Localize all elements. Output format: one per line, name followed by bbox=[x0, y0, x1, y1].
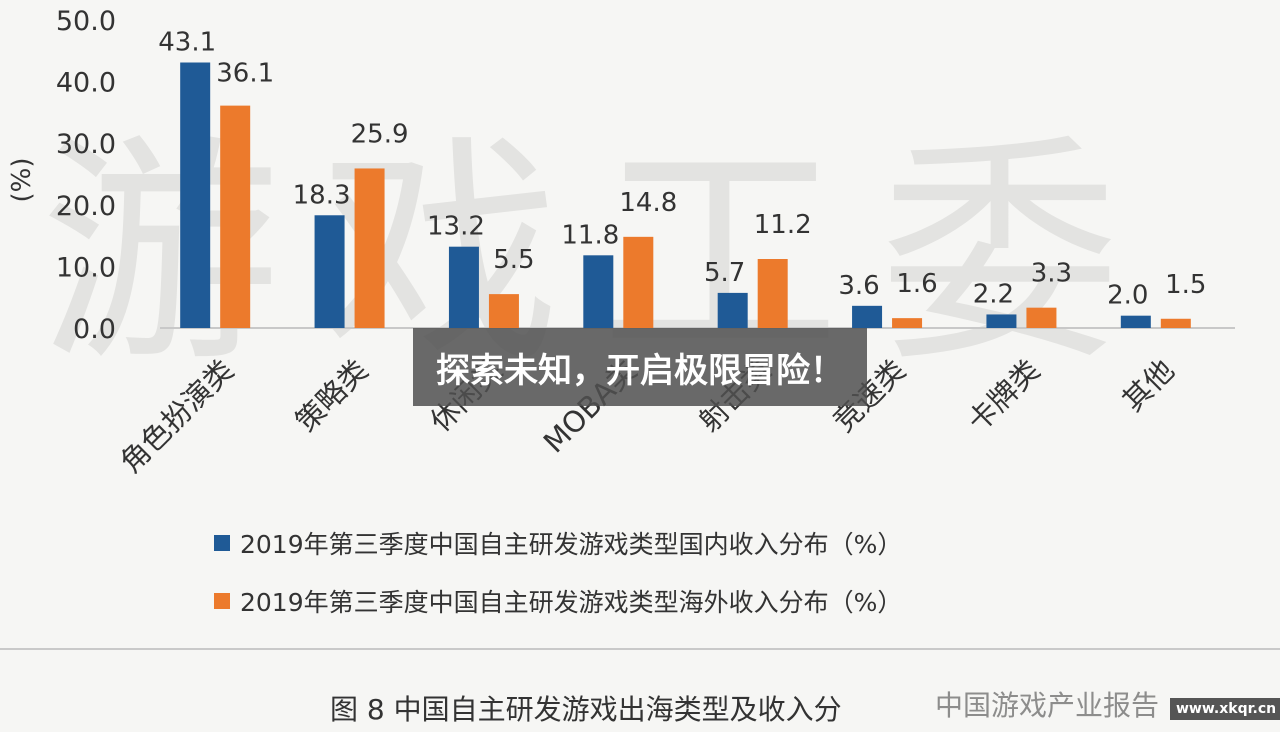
legend-swatch-overseas bbox=[214, 593, 230, 609]
data-label-overseas: 25.9 bbox=[351, 119, 409, 149]
bar-overseas bbox=[488, 294, 519, 328]
bar-overseas bbox=[354, 168, 385, 328]
site-badge[interactable]: www.xkqr.cn bbox=[1170, 698, 1280, 720]
data-label-domestic: 5.7 bbox=[704, 258, 745, 288]
bar-domestic bbox=[986, 314, 1017, 328]
y-axis-label: (%) bbox=[7, 158, 37, 203]
data-label-overseas: 1.6 bbox=[896, 269, 937, 299]
bar-chart: 0.0 10.0 20.0 30.0 40.0 50.0 (%) 43.136.1 角色扮演类 1… bbox=[7, 6, 1235, 480]
bar-domestic bbox=[448, 246, 479, 328]
bar-overseas bbox=[220, 105, 251, 329]
legend-item-overseas: 2019年第三季度中国自主研发游戏类型海外收入分布（%） bbox=[214, 584, 902, 618]
bar-overseas bbox=[623, 236, 654, 328]
bar-domestic bbox=[180, 62, 211, 329]
data-label-domestic: 43.1 bbox=[158, 28, 216, 58]
data-label-overseas: 5.5 bbox=[493, 245, 534, 275]
y-tick-label: 0.0 bbox=[73, 314, 116, 345]
x-tick-label: 策略类 bbox=[289, 353, 375, 439]
legend-swatch-domestic bbox=[214, 535, 230, 551]
data-label-domestic: 11.8 bbox=[561, 220, 619, 250]
bar-overseas bbox=[892, 318, 923, 328]
source-credit: 中国游戏产业报告 bbox=[935, 689, 1160, 722]
divider bbox=[0, 648, 1280, 650]
bar-domestic bbox=[1120, 315, 1151, 328]
bar-domestic bbox=[583, 255, 614, 328]
y-tick-label: 10.0 bbox=[56, 252, 116, 283]
x-tick-label: 卡牌类 bbox=[961, 353, 1047, 439]
figure-caption: 图 8 中国自主研发游戏出海类型及收入分 bbox=[330, 693, 842, 726]
data-label-overseas: 1.5 bbox=[1165, 270, 1206, 300]
y-tick-label: 50.0 bbox=[56, 6, 116, 37]
legend-label-domestic: 2019年第三季度中国自主研发游戏类型国内收入分布（%） bbox=[240, 530, 903, 559]
y-tick-label: 40.0 bbox=[56, 68, 116, 99]
legend-label-overseas: 2019年第三季度中国自主研发游戏类型海外收入分布（%） bbox=[240, 588, 903, 617]
bar-domestic bbox=[314, 215, 345, 328]
data-label-domestic: 2.2 bbox=[973, 279, 1014, 309]
legend-item-domestic: 2019年第三季度中国自主研发游戏类型国内收入分布（%） bbox=[214, 526, 902, 560]
x-tick-label: 角色扮演类 bbox=[114, 353, 241, 480]
data-label-domestic: 2.0 bbox=[1107, 281, 1148, 311]
data-label-overseas: 11.2 bbox=[754, 210, 812, 240]
data-label-overseas: 3.3 bbox=[1031, 259, 1072, 289]
data-label-domestic: 3.6 bbox=[838, 271, 879, 301]
bar-domestic bbox=[717, 292, 748, 328]
data-label-overseas: 36.1 bbox=[216, 59, 274, 89]
data-label-domestic: 13.2 bbox=[427, 212, 485, 242]
bar-overseas bbox=[1026, 307, 1057, 328]
promo-banner[interactable]: 探索未知，开启极限冒险！ bbox=[413, 328, 867, 406]
data-label-overseas: 14.8 bbox=[619, 188, 677, 218]
legend: 2019年第三季度中国自主研发游戏类型国内收入分布（%） 2019年第三季度中国… bbox=[214, 526, 902, 642]
bar-domestic bbox=[852, 305, 883, 328]
bar-overseas bbox=[757, 259, 788, 328]
data-label-domestic: 18.3 bbox=[293, 180, 351, 210]
y-tick-label: 20.0 bbox=[56, 191, 116, 222]
bar-overseas bbox=[1160, 318, 1191, 328]
y-tick-label: 30.0 bbox=[56, 129, 116, 160]
x-tick-label: 其他 bbox=[1116, 353, 1181, 418]
